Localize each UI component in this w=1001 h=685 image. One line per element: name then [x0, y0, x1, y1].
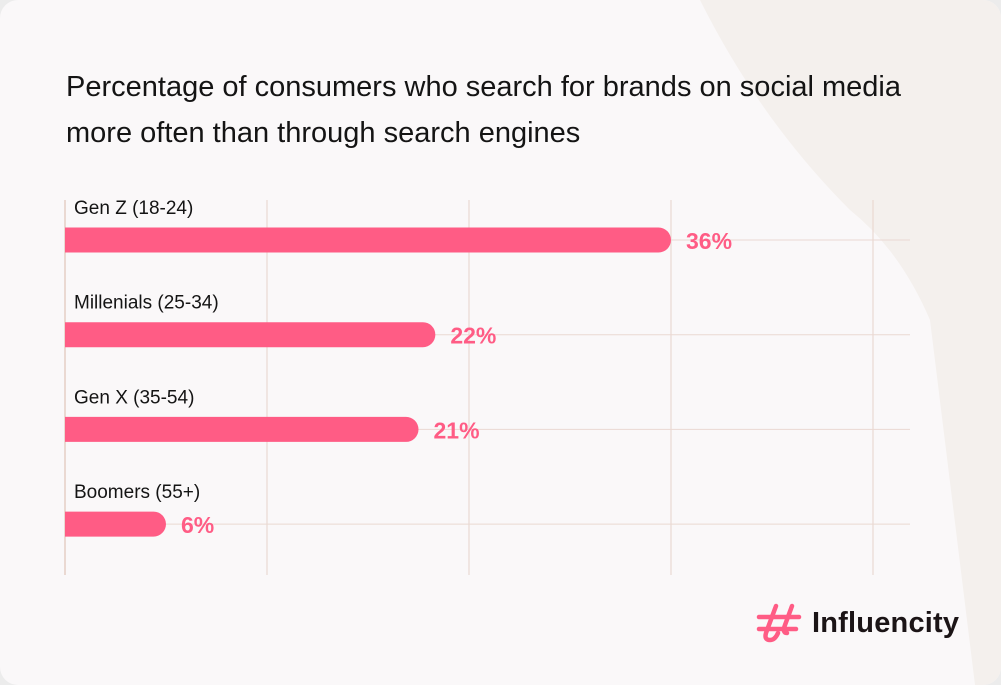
value-label: 6% — [181, 512, 214, 538]
value-label: 22% — [450, 323, 496, 349]
category-label: Gen X (35-54) — [74, 387, 194, 408]
bar — [65, 227, 671, 253]
bar — [65, 322, 436, 348]
bar — [65, 416, 419, 442]
category-label: Boomers (55+) — [74, 482, 200, 503]
bar — [65, 511, 166, 537]
brand-name: Influencity — [812, 606, 960, 639]
category-label: Millenials (25-34) — [74, 293, 219, 314]
influencity-logo: Influencity — [756, 603, 959, 643]
hashtag-logo-icon — [756, 603, 802, 643]
chart-title: Percentage of consumers who search for b… — [66, 71, 901, 149]
value-label: 21% — [434, 417, 480, 443]
value-label: 36% — [686, 228, 732, 254]
category-label: Gen Z (18-24) — [74, 198, 193, 219]
